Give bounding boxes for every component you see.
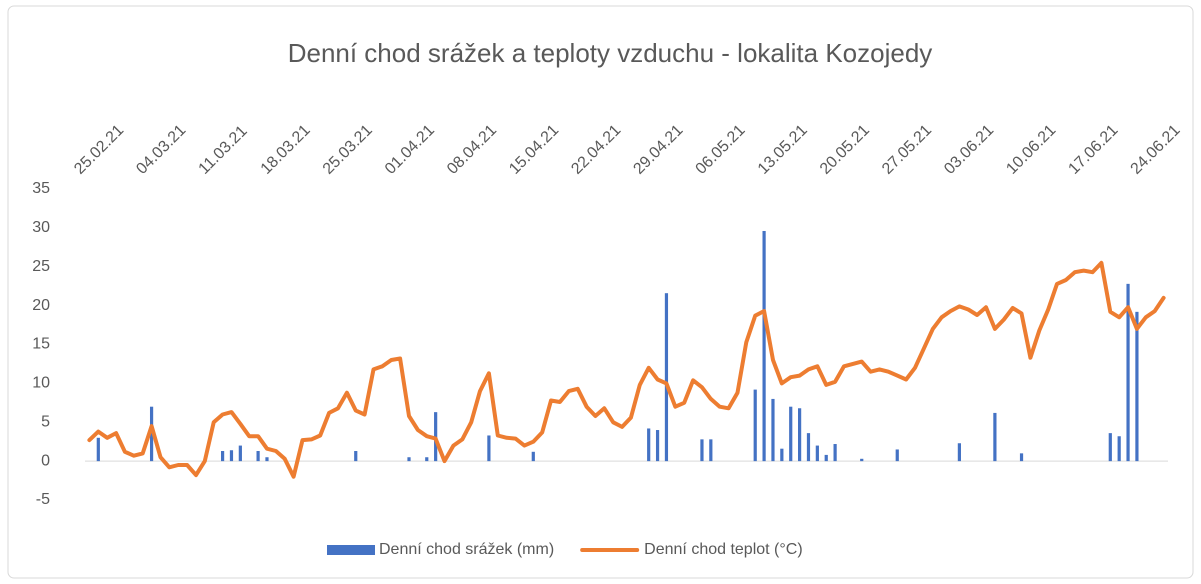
- bar: [265, 457, 269, 462]
- bar: [407, 457, 411, 462]
- legend-swatch: [327, 545, 375, 555]
- bar: [806, 433, 811, 462]
- bar: [860, 458, 864, 462]
- bar: [1108, 433, 1112, 462]
- y-tick-label: 5: [41, 413, 50, 430]
- bar: [815, 445, 819, 462]
- bar: [229, 450, 234, 462]
- bar: [789, 406, 793, 462]
- y-tick-label: -5: [36, 491, 50, 508]
- bar: [238, 445, 242, 462]
- temperature-line: [87, 260, 1166, 479]
- bar: [664, 293, 669, 462]
- bar: [149, 406, 154, 462]
- bar: [780, 448, 784, 462]
- bar: [96, 437, 100, 462]
- bar: [762, 230, 766, 462]
- legend-label: Denní chod srážek (mm): [379, 541, 554, 558]
- bar: [833, 444, 837, 462]
- bar: [824, 454, 828, 462]
- bar: [256, 451, 260, 462]
- y-tick-label: 20: [32, 297, 50, 314]
- bar: [531, 451, 535, 462]
- bar: [700, 439, 704, 462]
- y-tick-label: 15: [32, 336, 50, 353]
- bar: [425, 457, 429, 462]
- bar: [1117, 436, 1121, 462]
- bar: [1135, 311, 1139, 462]
- y-tick-label: 25: [32, 258, 50, 275]
- y-tick-label: 35: [32, 180, 50, 197]
- bar: [957, 443, 961, 462]
- bar: [753, 389, 757, 462]
- bar: [220, 451, 225, 462]
- y-tick-label: 30: [32, 219, 50, 236]
- legend-label: Denní chod teplot (°C): [644, 541, 802, 558]
- y-tick-label: 0: [41, 452, 50, 469]
- y-tick-label: 10: [32, 375, 50, 392]
- bar: [354, 451, 358, 462]
- bar: [1126, 283, 1130, 462]
- bar: [1019, 453, 1024, 462]
- bar: [993, 412, 997, 462]
- bar: [709, 439, 713, 462]
- chart-title: Denní chod srážek a teploty vzduchu - lo…: [288, 38, 933, 68]
- bar: [487, 435, 491, 462]
- bar: [798, 408, 802, 462]
- chart-frame: [7, 5, 1194, 579]
- bar: [771, 398, 775, 462]
- bar: [655, 430, 660, 462]
- bar: [647, 428, 651, 462]
- bar: [895, 449, 899, 462]
